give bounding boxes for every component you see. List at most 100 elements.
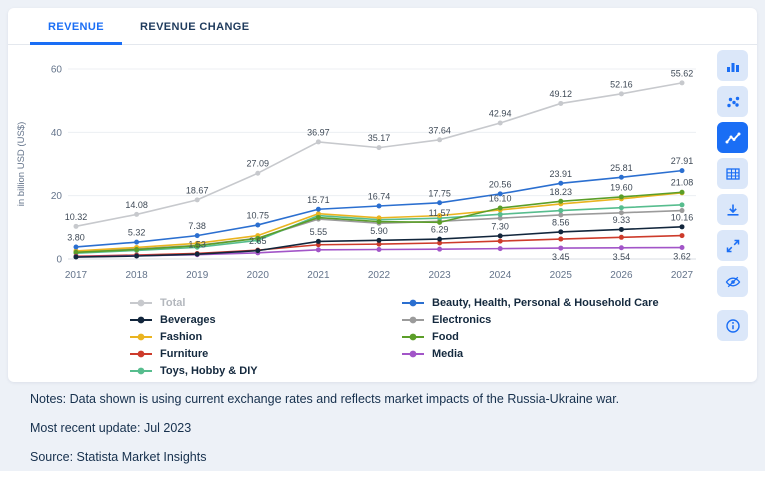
legend-label: Fashion <box>160 331 203 343</box>
fullscreen-icon <box>726 239 739 252</box>
footer-strip <box>0 471 765 489</box>
svg-text:11.57: 11.57 <box>429 208 451 218</box>
svg-text:6.29: 6.29 <box>431 225 449 235</box>
svg-text:37.64: 37.64 <box>428 125 451 135</box>
tab-revenue-change[interactable]: REVENUE CHANGE <box>139 21 250 33</box>
svg-text:7.30: 7.30 <box>491 221 509 231</box>
svg-text:2018: 2018 <box>125 270 148 281</box>
visibility-button[interactable] <box>717 266 748 297</box>
chart-notes: Notes: Data shown is using current excha… <box>30 392 619 479</box>
legend-item-fashion[interactable]: Fashion <box>130 331 402 343</box>
svg-text:27.91: 27.91 <box>671 156 694 166</box>
legend-label: Total <box>160 297 186 309</box>
chart-widget-card: REVENUE REVENUE CHANGE 0 20 40 60 2017 2018 20… <box>8 8 757 382</box>
legend-marker-icon <box>130 367 152 375</box>
svg-text:2026: 2026 <box>610 270 633 281</box>
svg-text:14.08: 14.08 <box>125 200 148 210</box>
svg-text:2.65: 2.65 <box>249 236 267 246</box>
svg-text:35.17: 35.17 <box>368 133 391 143</box>
svg-text:1.53: 1.53 <box>188 240 206 250</box>
svg-text:10.32: 10.32 <box>65 212 88 222</box>
legend-label: Beverages <box>160 314 216 326</box>
svg-text:23.91: 23.91 <box>550 169 573 179</box>
download-button[interactable] <box>717 194 748 225</box>
legend-marker-icon <box>130 299 152 307</box>
legend-label: Media <box>432 348 464 360</box>
svg-text:20.56: 20.56 <box>489 179 512 189</box>
svg-text:3.62: 3.62 <box>673 252 691 262</box>
legend-item-media[interactable]: Media <box>402 348 659 360</box>
legend-item-beauty-health-personal-household-care[interactable]: Beauty, Health, Personal & Household Car… <box>402 297 659 309</box>
svg-text:5.32: 5.32 <box>128 228 146 238</box>
legend: Total Beverages Fashion Furniture Toys, Hobb… <box>8 297 757 382</box>
table-button[interactable] <box>717 158 748 189</box>
svg-text:21.08: 21.08 <box>671 178 694 188</box>
svg-text:2025: 2025 <box>550 270 573 281</box>
svg-text:25.81: 25.81 <box>610 163 633 173</box>
svg-text:18.67: 18.67 <box>186 185 209 195</box>
legend-marker-icon <box>402 316 424 324</box>
table-icon <box>725 167 740 180</box>
notes-line: Notes: Data shown is using current excha… <box>30 392 620 406</box>
svg-text:40: 40 <box>51 128 63 139</box>
svg-text:2022: 2022 <box>368 270 391 281</box>
svg-text:0: 0 <box>56 255 62 266</box>
scatter-chart-icon <box>726 96 739 107</box>
revenue-chart: 0 20 40 60 2017 2018 2019 2020 2021 2022 2023 2024 2… <box>16 65 696 281</box>
legend-label: Electronics <box>432 314 492 326</box>
line-chart-icon <box>725 132 740 143</box>
legend-item-electronics[interactable]: Electronics <box>402 314 659 326</box>
svg-text:5.55: 5.55 <box>310 227 328 237</box>
chart-toolbar <box>717 50 748 341</box>
chart-area: 0 20 40 60 2017 2018 2019 2020 2021 2022 2023 2024 2… <box>10 45 757 294</box>
legend-item-total[interactable]: Total <box>130 297 402 309</box>
tab-revenue[interactable]: REVENUE <box>30 10 122 45</box>
legend-item-food[interactable]: Food <box>402 331 659 343</box>
legend-column: Beauty, Health, Personal & Household Car… <box>402 297 659 382</box>
legend-column: Total Beverages Fashion Furniture Toys, Hobb… <box>130 297 402 382</box>
fullscreen-button[interactable] <box>717 230 748 261</box>
svg-text:2020: 2020 <box>247 270 270 281</box>
info-button[interactable] <box>717 310 748 341</box>
svg-text:20: 20 <box>51 191 63 202</box>
legend-marker-icon <box>130 350 152 358</box>
legend-label: Beauty, Health, Personal & Household Car… <box>432 297 659 309</box>
svg-text:2024: 2024 <box>489 270 512 281</box>
svg-text:16.10: 16.10 <box>489 194 512 204</box>
scatter-chart-button[interactable] <box>717 86 748 117</box>
legend-marker-icon <box>402 333 424 341</box>
svg-text:27.09: 27.09 <box>247 159 270 169</box>
column-chart-button[interactable] <box>717 50 748 81</box>
svg-text:2023: 2023 <box>428 270 451 281</box>
svg-text:7.38: 7.38 <box>188 221 206 231</box>
svg-text:2027: 2027 <box>671 270 694 281</box>
legend-item-beverages[interactable]: Beverages <box>130 314 402 326</box>
svg-text:2021: 2021 <box>307 270 330 281</box>
svg-text:10.75: 10.75 <box>247 210 270 220</box>
svg-text:15.71: 15.71 <box>307 195 330 205</box>
legend-marker-icon <box>130 333 152 341</box>
legend-item-furniture[interactable]: Furniture <box>130 348 402 360</box>
svg-text:3.45: 3.45 <box>552 252 570 262</box>
legend-marker-icon <box>402 299 424 307</box>
legend-label: Food <box>432 331 459 343</box>
info-icon <box>725 318 740 333</box>
svg-text:3.80: 3.80 <box>67 232 85 242</box>
column-chart-icon <box>726 62 739 72</box>
svg-text:3.54: 3.54 <box>613 252 631 262</box>
visibility-icon <box>725 276 740 287</box>
legend-item-toys-hobby-diy[interactable]: Toys, Hobby & DIY <box>130 365 402 377</box>
svg-text:5.90: 5.90 <box>370 226 388 236</box>
tab-bar: REVENUE REVENUE CHANGE <box>8 8 757 45</box>
svg-text:18.23: 18.23 <box>550 187 573 197</box>
svg-text:17.75: 17.75 <box>428 188 451 198</box>
svg-text:60: 60 <box>51 65 63 76</box>
svg-text:52.16: 52.16 <box>610 79 633 89</box>
svg-text:36.97: 36.97 <box>307 127 330 137</box>
svg-text:19.60: 19.60 <box>610 182 633 192</box>
svg-text:9.33: 9.33 <box>613 215 631 225</box>
legend-marker-icon <box>130 316 152 324</box>
legend-label: Toys, Hobby & DIY <box>160 365 258 377</box>
svg-text:42.94: 42.94 <box>489 109 512 119</box>
line-chart-button[interactable] <box>717 122 748 153</box>
